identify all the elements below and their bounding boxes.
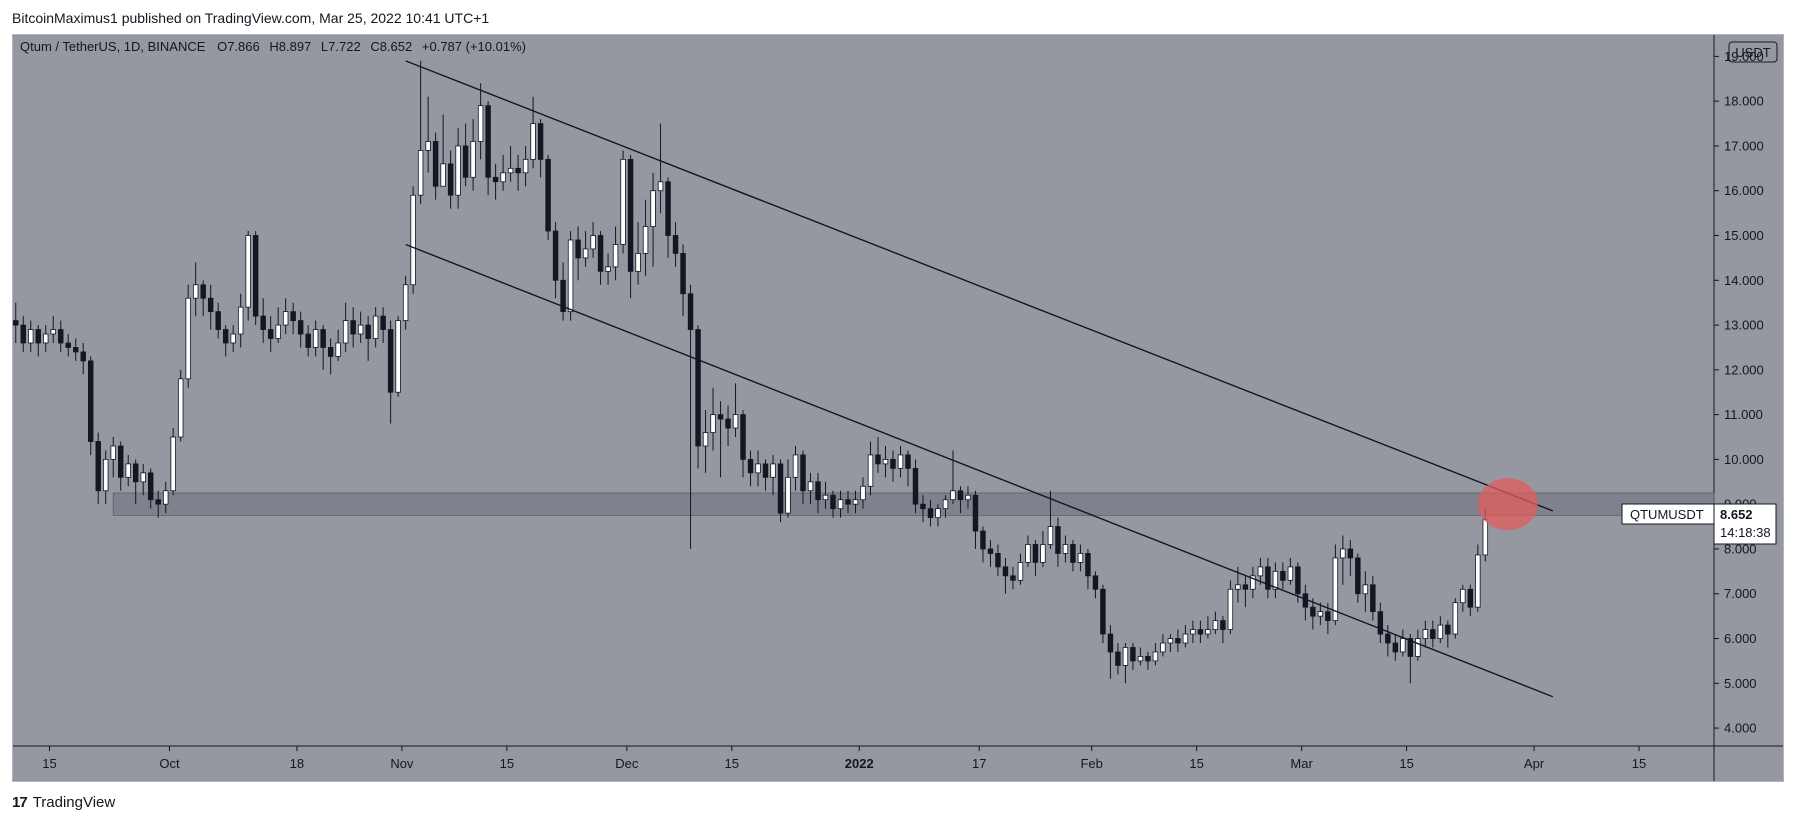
chart-frame (12, 34, 1784, 782)
publisher-credit: BitcoinMaximus1 published on TradingView… (12, 10, 489, 26)
footer: 17 TradingView (12, 794, 115, 811)
tradingview-brand: TradingView (33, 794, 116, 811)
tradingview-logo-icon: 17 (12, 794, 27, 811)
